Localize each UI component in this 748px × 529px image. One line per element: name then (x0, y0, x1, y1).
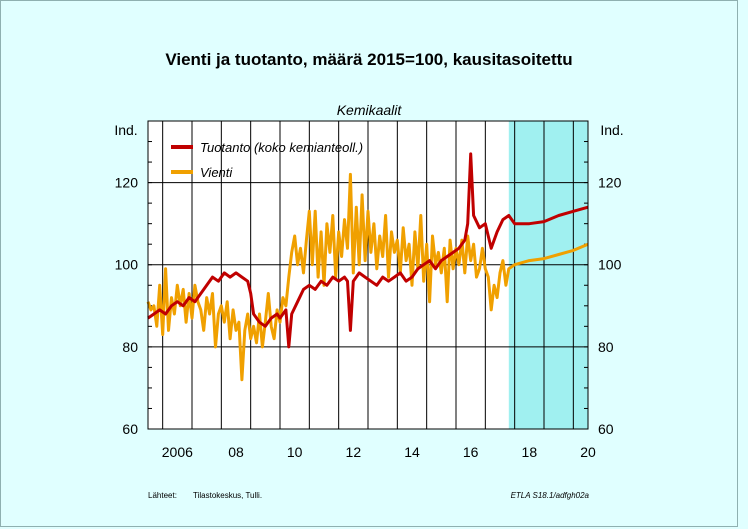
y-tick-label-right: 100 (598, 257, 622, 273)
x-tick-label: 20 (580, 444, 596, 460)
source-label: Lähteet: (148, 491, 177, 500)
chart-title: Vienti ja tuotanto, määrä 2015=100, kaus… (165, 50, 572, 69)
series-line-tuotanto (147, 152, 589, 349)
y-tick-label-right: 60 (598, 421, 614, 437)
chart-code: ETLA S18.1/adfgh02a (511, 491, 590, 500)
y-tick-label-right: 120 (598, 175, 622, 191)
y-tick-label-left: 60 (122, 421, 138, 437)
series-line-vienti (146, 172, 589, 382)
y-tick-label-left: 80 (122, 339, 138, 355)
source-text: Tilastokeskus, Tulli. (193, 491, 262, 500)
plot-border (147, 120, 589, 430)
grid (148, 121, 588, 430)
legend-label-tuotanto: Tuotanto (koko kemianteoll.) (200, 140, 363, 155)
y-tick-label-left: 120 (115, 175, 139, 191)
x-tick-label: 18 (522, 444, 538, 460)
x-tick-label: 2006 (162, 444, 193, 460)
x-tick-label: 14 (404, 444, 420, 460)
x-tick-label: 10 (287, 444, 303, 460)
x-tick-label: 08 (228, 444, 244, 460)
chart-subtitle: Kemikaalit (337, 102, 403, 118)
forecast-shading (508, 121, 588, 429)
y-tick-label-left: 100 (115, 257, 139, 273)
series-layer (146, 152, 589, 382)
x-tick-label: 12 (346, 444, 362, 460)
legend-label-vienti: Vienti (200, 165, 233, 180)
tick-labels: 60 60 80 80 100 100 120 120 2006 08 10 12 14 16 18 20 (115, 175, 622, 460)
y-tick-label-right: 80 (598, 339, 614, 355)
legend: Tuotanto (koko kemianteoll.) Vienti (171, 140, 363, 180)
y-axis-label-left: Ind. (114, 122, 137, 138)
y-axis-label-right: Ind. (600, 122, 623, 138)
x-tick-label: 16 (463, 444, 479, 460)
